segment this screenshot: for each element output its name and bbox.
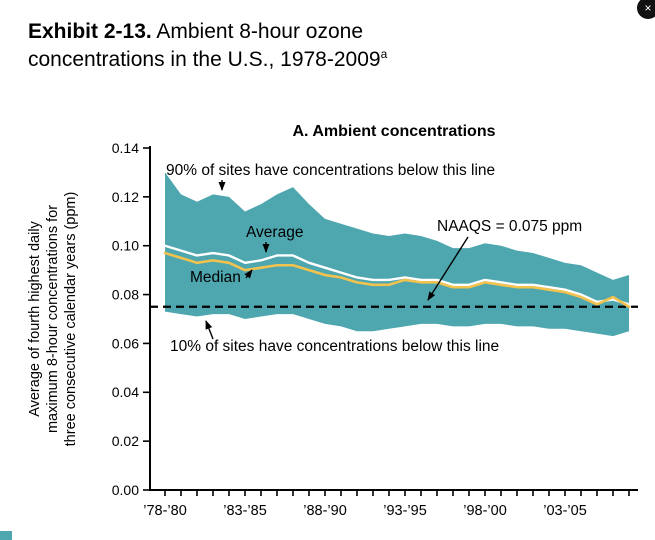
naaqs-annotation: NAAQS = 0.075 ppm xyxy=(437,218,582,235)
chart-area: 0.00 0.02 0.04 0.06 0.08 0.10 0.12 0.14 ’78-’80 ’… xyxy=(0,118,655,540)
y-tick-label: 0.06 xyxy=(112,335,139,351)
y-tick-label: 0.12 xyxy=(112,189,139,205)
average-line xyxy=(163,244,631,306)
title-footnote-marker: a xyxy=(380,47,388,62)
p90-annotation: 90% of sites have concentrations below t… xyxy=(166,162,495,179)
percentile-band xyxy=(165,172,629,337)
close-icon[interactable]: × xyxy=(637,0,655,19)
close-icon-glyph: × xyxy=(644,1,652,15)
bottom-left-strip xyxy=(0,531,12,540)
x-tick-label: ’98-’00 xyxy=(463,503,507,519)
y-tick-label: 0.04 xyxy=(112,384,139,400)
p10-annotation: 10% of sites have concentrations below t… xyxy=(170,338,499,355)
median-arrow xyxy=(244,269,253,279)
x-tick-label: ’78-’80 xyxy=(143,503,187,519)
average-annotation: Average xyxy=(246,224,303,241)
x-tick-label: ’88-’90 xyxy=(303,503,347,519)
median-line xyxy=(163,251,631,309)
exhibit-title-text: Ambient 8-hour ozone concentrations in t… xyxy=(28,20,381,72)
y-axis-label-line: three consecutive calendar years (ppm) xyxy=(63,192,79,447)
y-tick-label: 0.00 xyxy=(112,482,139,498)
x-tick-label: ’83-’85 xyxy=(223,503,267,519)
ozone-concentration-chart: 0.00 0.02 0.04 0.06 0.08 0.10 0.12 0.14 ’78-’80 ’… xyxy=(27,123,638,519)
y-axis-label-line: Average of fourth highest daily xyxy=(27,220,43,416)
exhibit-number: Exhibit 2-13. xyxy=(28,20,152,43)
y-tick-label: 0.02 xyxy=(112,433,139,449)
y-tick-label: 0.08 xyxy=(112,286,139,302)
exhibit-title: Exhibit 2-13. Ambient 8-hour ozone conce… xyxy=(28,18,458,75)
y-tick-label: 0.10 xyxy=(112,238,139,254)
x-tick-label: ’93-’95 xyxy=(383,503,427,519)
y-tick-label: 0.14 xyxy=(112,140,139,156)
p10-arrow xyxy=(205,320,214,340)
y-axis-label-line: maximum 8-hour concentrations for xyxy=(45,205,61,433)
naaqs-leader-line xyxy=(427,236,469,301)
panel-title: A. Ambient concentrations xyxy=(293,123,496,140)
x-tick-label: ’03-’05 xyxy=(543,503,587,519)
median-annotation: Median xyxy=(190,269,241,286)
